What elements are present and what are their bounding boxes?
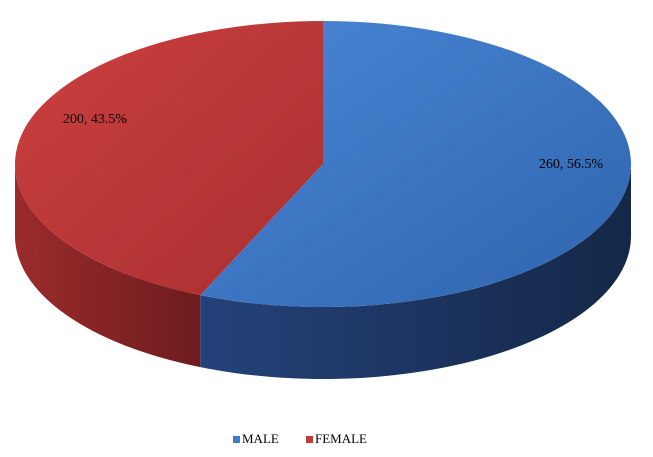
pie-side-male	[200, 164, 631, 379]
pie-slice-male	[200, 21, 632, 308]
legend-label-male: MALE	[242, 431, 279, 446]
legend-swatch-female	[306, 436, 313, 443]
legend: MALE FEMALE	[233, 431, 367, 446]
pie-side-female	[15, 164, 201, 368]
legend-label-female: FEMALE	[315, 431, 367, 446]
pie-slice-female	[15, 21, 324, 296]
data-label-female: 200, 43.5%	[63, 112, 128, 127]
data-label-male: 260, 56.5%	[539, 157, 604, 172]
legend-swatch-male	[233, 436, 240, 443]
